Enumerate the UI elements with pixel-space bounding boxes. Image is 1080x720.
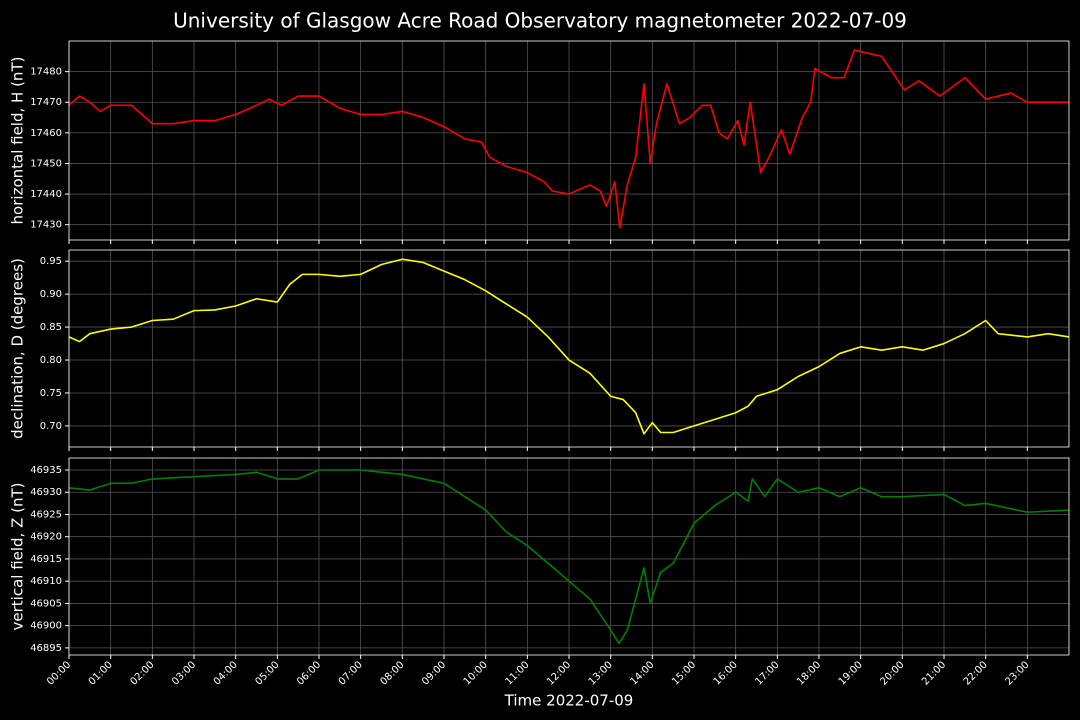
data-line: [68, 258, 1070, 435]
y-tick-label: 46895: [30, 643, 62, 654]
y-tick-label: 0.75: [40, 388, 62, 399]
axes-frame: [68, 249, 1070, 448]
y-tick-label: 46900: [30, 621, 62, 632]
y-tick-label: 0.80: [40, 355, 62, 366]
y-axis-label: horizontal field, H (nT): [9, 57, 27, 225]
figure-title: University of Glasgow Acre Road Observat…: [173, 9, 907, 33]
y-tick-label: 17440: [30, 189, 62, 200]
y-axis-label: vertical field, Z (nT): [9, 482, 27, 630]
x-axis-label: Time 2022-07-09: [504, 692, 634, 710]
axes-frame: [68, 40, 1070, 241]
y-tick-label: 17470: [30, 97, 62, 108]
y-tick-label: 17450: [30, 158, 62, 169]
y-tick-label: 46930: [30, 487, 62, 498]
y-tick-label: 0.95: [40, 256, 62, 267]
y-tick-label: 17460: [30, 128, 62, 139]
y-tick-label: 46935: [30, 465, 62, 476]
y-tick-label: 17480: [30, 67, 62, 78]
y-tick-label: 46915: [30, 554, 62, 565]
y-tick-label: 17430: [30, 220, 62, 231]
y-tick-label: 0.90: [40, 289, 62, 300]
axes-frame: [68, 457, 1070, 656]
y-axis-label: declination, D (degrees): [9, 258, 27, 439]
y-tick-label: 46920: [30, 532, 62, 543]
y-tick-label: 46925: [30, 509, 62, 520]
y-tick-label: 46910: [30, 576, 62, 587]
data-line: [68, 49, 1069, 229]
y-tick-label: 0.70: [40, 421, 62, 432]
y-tick-label: 46905: [30, 598, 62, 609]
y-tick-label: 0.85: [40, 322, 62, 333]
data-line: [68, 469, 1070, 645]
